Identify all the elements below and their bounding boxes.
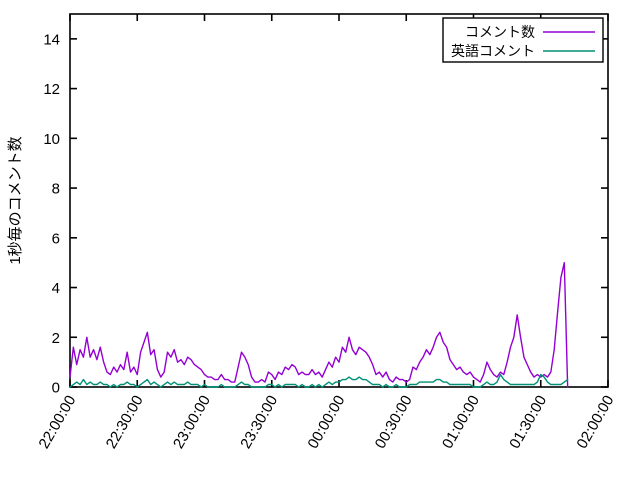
y-tick-label: 12 [43,81,60,98]
x-tick-label: 23:00:00 [170,393,214,452]
y-tick-label: 6 [52,230,60,247]
y-tick-label: 14 [43,31,60,48]
x-tick-label: 02:00:00 [574,393,618,452]
legend-label-0: コメント数 [465,24,535,40]
y-tick-label: 0 [52,380,60,397]
x-tick-label: 01:30:00 [506,393,550,452]
x-tick-label: 23:30:00 [237,393,281,452]
series-line-1 [69,373,569,388]
x-tick-label: 22:30:00 [103,393,147,452]
x-tick-label: 00:30:00 [372,393,416,452]
x-tick-label: 00:00:00 [305,393,349,452]
x-tick-label: 22:00:00 [36,393,80,452]
x-tick-label: 01:00:00 [439,393,483,452]
plot-frame [69,13,609,388]
y-tick-label: 10 [43,131,60,148]
y-tick-label: 2 [52,330,60,347]
y-axis-label: 1秒毎のコメント数 [7,136,24,264]
legend-box [442,17,604,63]
legend-label-1: 英語コメント [451,43,535,59]
series-line-0 [69,261,569,388]
y-tick-label: 8 [52,181,60,198]
y-tick-label: 4 [52,280,60,297]
